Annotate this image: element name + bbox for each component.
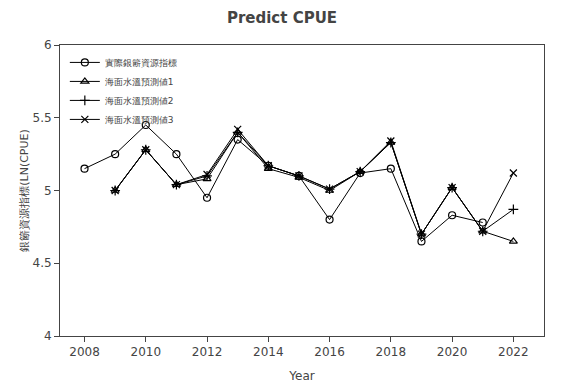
svg-text:Year: Year [288,369,314,383]
svg-text:2016: 2016 [314,345,345,359]
svg-text:銀簖資源指標(LN(CPUE): 銀簖資源指標(LN(CPUE) [18,129,31,252]
svg-text:Predict CPUE: Predict CPUE [227,9,337,27]
svg-text:2010: 2010 [130,345,161,359]
svg-text:2018: 2018 [376,345,407,359]
svg-text:4.5: 4.5 [33,256,52,270]
svg-text:2012: 2012 [192,345,223,359]
svg-text:實際銀簖資源指標: 實際銀簖資源指標 [105,58,177,68]
svg-text:2008: 2008 [69,345,100,359]
svg-text:2020: 2020 [437,345,468,359]
svg-text:2014: 2014 [253,345,284,359]
svg-text:海面水溫預測値3: 海面水溫預測値3 [105,115,174,125]
svg-text:海面水溫預測値2: 海面水溫預測値2 [105,96,174,106]
svg-text:5: 5 [44,184,52,198]
svg-text:4: 4 [44,329,52,343]
svg-text:5.5: 5.5 [33,111,52,125]
svg-text:6: 6 [44,38,52,52]
svg-text:海面水溫預測値1: 海面水溫預測値1 [105,77,174,87]
svg-text:2022: 2022 [498,345,529,359]
